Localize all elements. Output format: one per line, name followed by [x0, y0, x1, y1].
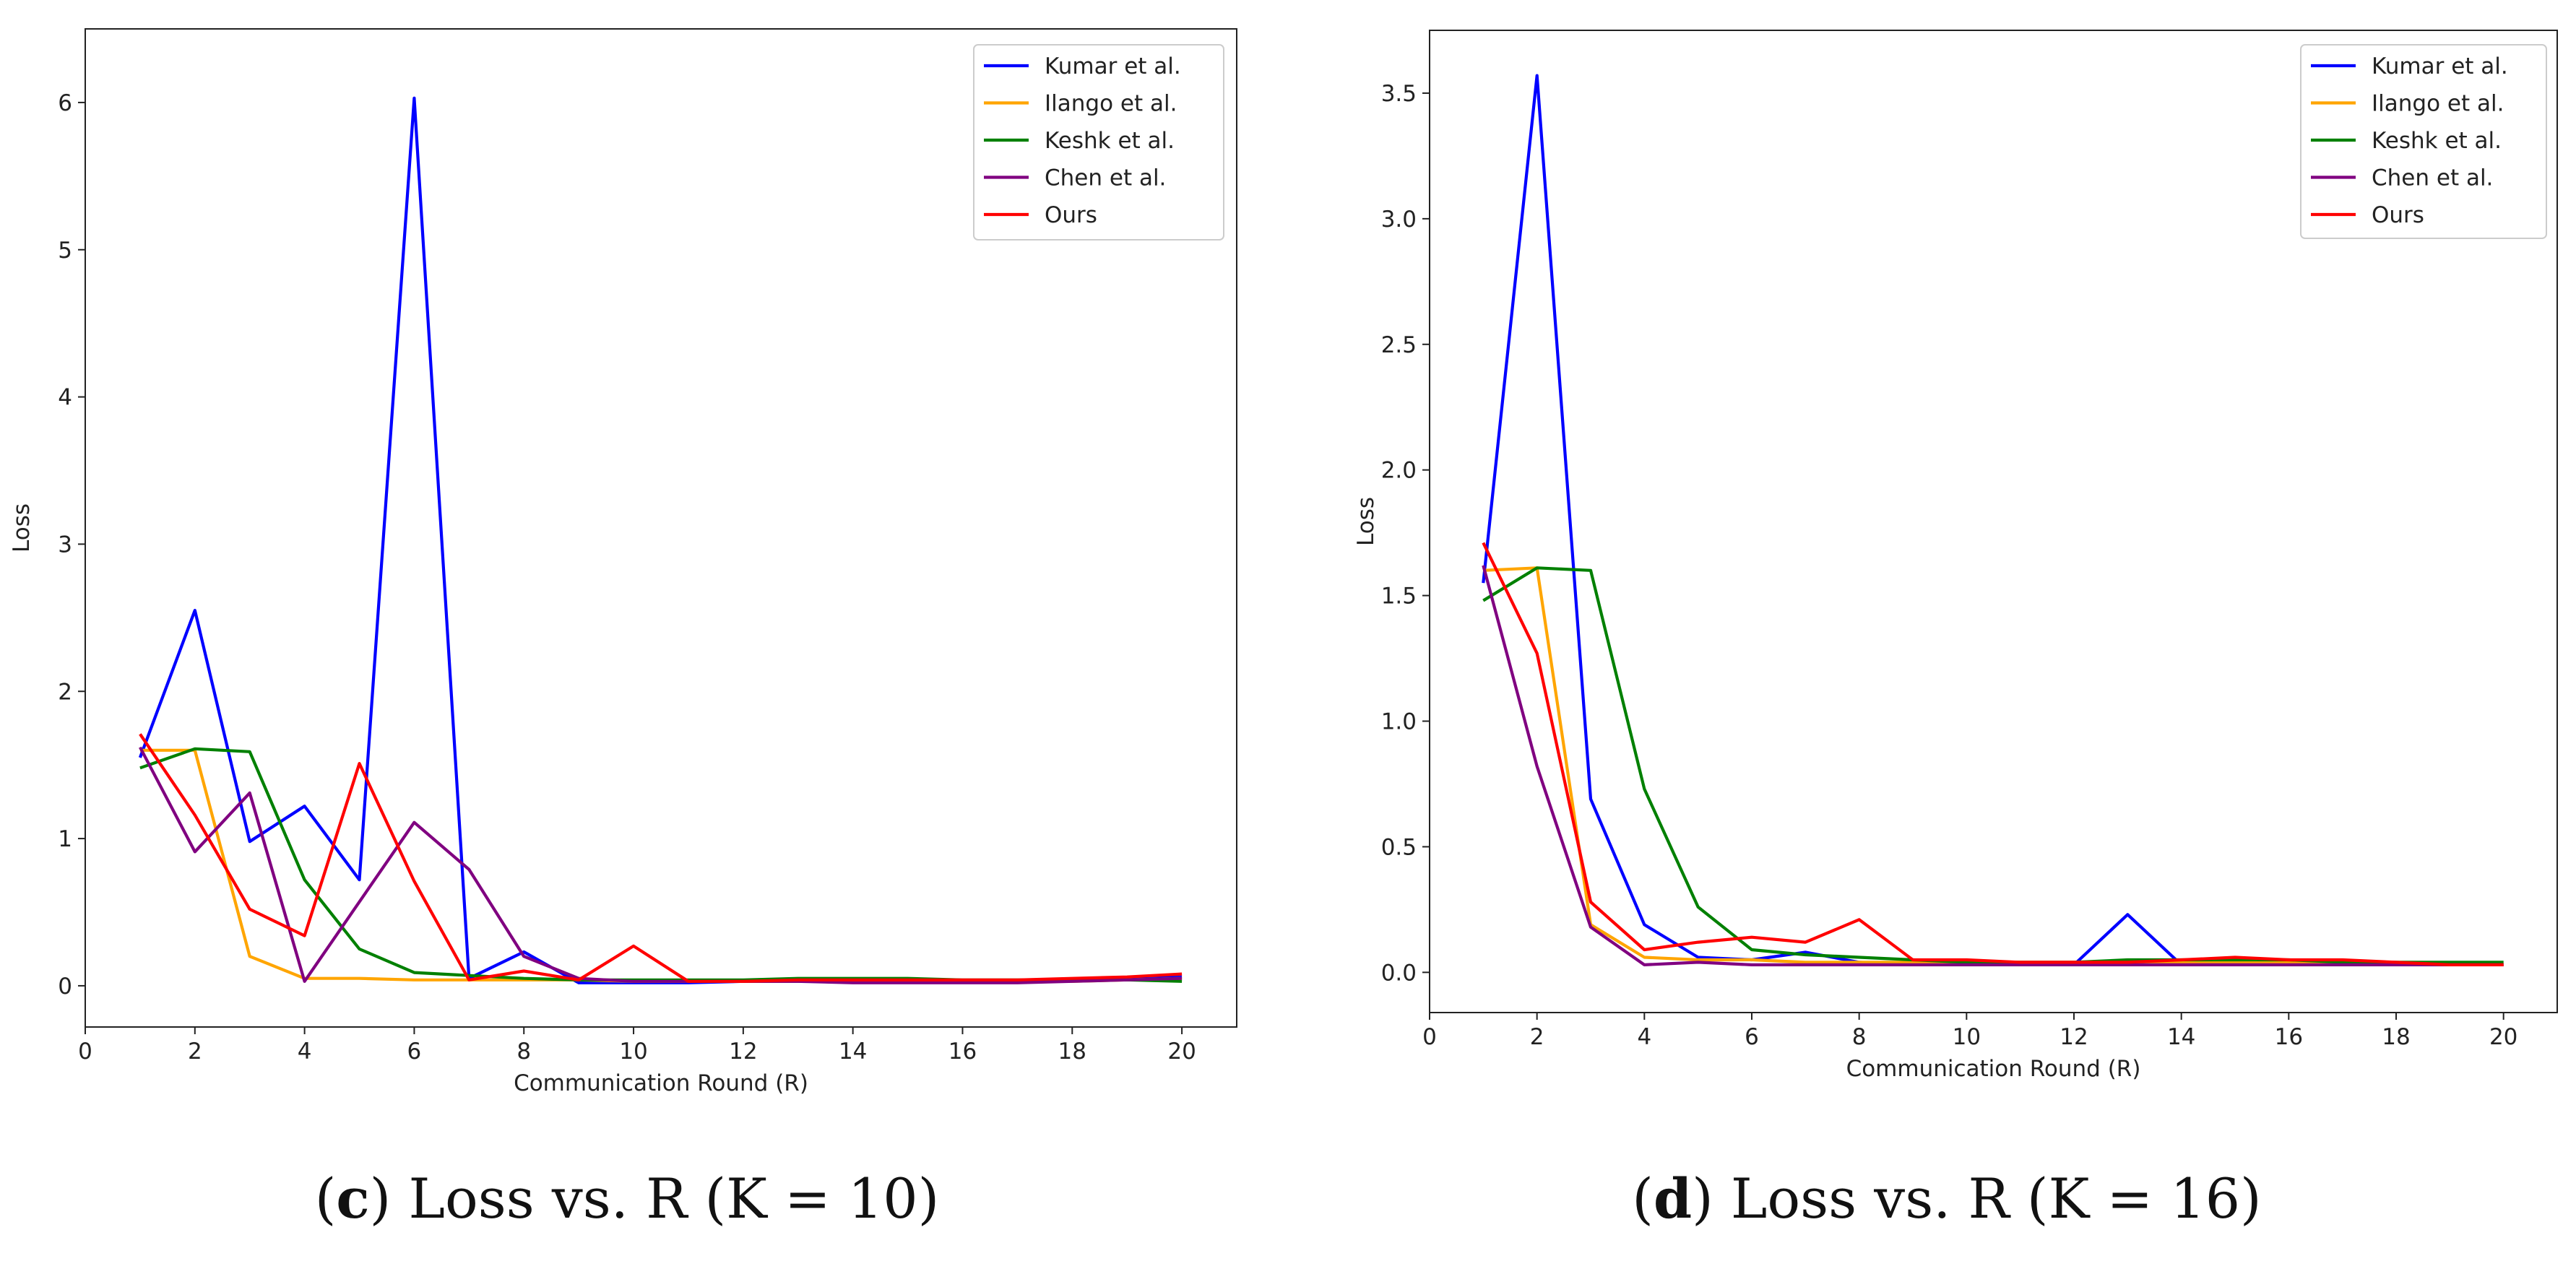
axes-frame: [1429, 30, 2558, 1013]
legend: Kumar et al. Ilango et al. Keshk et al. Che…: [973, 44, 1224, 240]
x-tick-label: 10: [1953, 1024, 1981, 1050]
x-tick-label: 20: [1167, 1039, 1196, 1065]
legend-box: [2300, 44, 2547, 239]
legend-box: [973, 44, 1224, 240]
x-tick-label: 8: [517, 1039, 531, 1065]
x-tick-label: 16: [2275, 1024, 2303, 1050]
y-tick-label: 0.5: [1381, 834, 1417, 860]
x-tick-label: 18: [1058, 1039, 1086, 1065]
axes-frame: [85, 28, 1237, 1028]
caption-d: (d) Loss vs. R (K = 16): [1632, 1166, 2262, 1231]
y-axis-label: Loss: [9, 503, 35, 552]
x-tick-label: 4: [298, 1039, 312, 1065]
y-tick-label: 5: [58, 238, 72, 264]
series-line-ours: [1482, 542, 2504, 967]
y-tick-label: 6: [58, 90, 72, 116]
x-tick-label: 16: [948, 1039, 977, 1065]
series-line-keshk-et-al: [139, 747, 1183, 983]
x-tick-label: 12: [2059, 1024, 2088, 1050]
x-axis-label: Communication Round (R): [514, 1070, 808, 1096]
x-tick-label: 14: [2167, 1024, 2195, 1050]
x-tick-label: 10: [619, 1039, 647, 1065]
x-tick-label: 8: [1852, 1024, 1867, 1050]
y-tick-label: 2.0: [1381, 458, 1417, 484]
series-line-ours: [139, 733, 1183, 983]
x-tick-label: 0: [78, 1039, 92, 1065]
x-tick-label: 18: [2382, 1024, 2410, 1050]
legend: Kumar et al. Ilango et al. Keshk et al. Che…: [2300, 44, 2547, 239]
y-tick-label: 1.0: [1381, 709, 1417, 735]
x-tick-label: 6: [1745, 1024, 1759, 1050]
x-tick-label: 6: [407, 1039, 422, 1065]
x-tick-label: 2: [188, 1039, 202, 1065]
legend-label: Ilango et al.: [1045, 91, 1177, 117]
legend-label: Ours: [1045, 202, 1097, 228]
legend-label: Ours: [2372, 202, 2424, 228]
legend-label: Keshk et al.: [2372, 128, 2502, 154]
x-tick-label: 0: [1422, 1024, 1437, 1050]
x-tick-label: 2: [1530, 1024, 1544, 1050]
caption-c: (c) Loss vs. R (K = 10): [314, 1166, 940, 1231]
x-tick-label: 4: [1637, 1024, 1651, 1050]
series-line-chen-et-al: [1482, 565, 2504, 967]
y-tick-label: 2: [58, 679, 72, 705]
x-tick-label: 20: [2489, 1024, 2517, 1050]
series-line-chen-et-al: [139, 746, 1183, 984]
y-tick-label: 3: [58, 532, 72, 558]
chart-panel-d: 0 2 4 6 8 10 12 14 16 18 20 0.0 0.5 1.0 1.5 2.0 2.5 3.0 3.…: [1353, 30, 2558, 1082]
y-tick-label: 0: [58, 974, 72, 1000]
y-tick-label: 1: [58, 826, 72, 852]
y-axis-label: Loss: [1353, 497, 1379, 546]
legend-label: Chen et al.: [1045, 165, 1166, 191]
x-tick-label: 14: [839, 1039, 867, 1065]
legend-label: Keshk et al.: [1045, 128, 1175, 154]
legend-label: Chen et al.: [2372, 165, 2493, 191]
x-tick-label: 12: [729, 1039, 757, 1065]
y-tick-label: 2.5: [1381, 332, 1417, 358]
y-tick-label: 3.0: [1381, 207, 1417, 233]
y-tick-label: 0.0: [1381, 960, 1417, 986]
y-tick-label: 1.5: [1381, 584, 1417, 610]
series-line-ilango-et-al: [139, 748, 1183, 983]
legend-label: Kumar et al.: [1045, 53, 1181, 79]
y-tick-label: 3.5: [1381, 81, 1417, 107]
legend-label: Ilango et al.: [2372, 91, 2504, 117]
y-tick-label: 4: [58, 385, 72, 411]
legend-label: Kumar et al.: [2372, 53, 2508, 79]
x-axis-label: Communication Round (R): [1846, 1056, 2141, 1082]
